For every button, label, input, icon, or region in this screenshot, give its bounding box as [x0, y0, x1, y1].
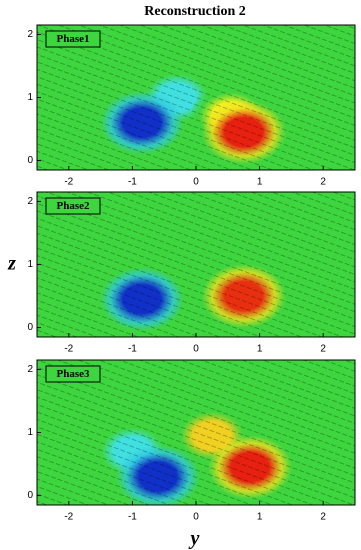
x-tick-label: 2	[320, 344, 326, 355]
panel-label: Phase3	[57, 368, 91, 380]
y-tick-label: 2	[27, 364, 33, 375]
vector-field	[37, 360, 355, 505]
x-tick-label: 0	[193, 344, 199, 355]
x-tick-label: 2	[320, 512, 326, 523]
y-tick-label: 0	[27, 322, 33, 333]
plot-area	[37, 25, 355, 170]
vector-field	[37, 25, 355, 170]
y-tick-label: 1	[27, 92, 33, 103]
y-axis-label: z	[7, 253, 16, 275]
panel-label-box	[45, 197, 101, 215]
plot-area	[37, 360, 355, 505]
x-tick-label: -2	[64, 177, 73, 188]
x-tick-label: 0	[193, 177, 199, 188]
y-tick-label: 1	[27, 259, 33, 270]
vector-field	[37, 192, 355, 337]
x-tick-label: 2	[320, 177, 326, 188]
y-tick-label: 0	[27, 155, 33, 166]
x-tick-label: 1	[257, 177, 263, 188]
panel-label-box	[45, 30, 101, 48]
y-tick-label: 2	[27, 196, 33, 207]
x-axis-label: y	[189, 528, 200, 550]
y-tick-label: 0	[27, 490, 33, 501]
plot-area	[37, 192, 355, 337]
y-tick-label: 2	[27, 29, 33, 40]
panel-label-box	[45, 365, 101, 383]
x-tick-label: 0	[193, 512, 199, 523]
figure-title: Reconstruction 2	[144, 4, 246, 19]
x-tick-label: -2	[64, 344, 73, 355]
x-tick-label: 1	[257, 344, 263, 355]
x-tick-label: -1	[128, 512, 137, 523]
x-tick-label: 1	[257, 512, 263, 523]
panel-label: Phase1	[57, 33, 90, 45]
y-tick-label: 1	[27, 427, 33, 438]
x-tick-label: -1	[128, 344, 137, 355]
x-tick-label: -1	[128, 177, 137, 188]
x-tick-label: -2	[64, 512, 73, 523]
panel-label: Phase2	[57, 200, 91, 212]
